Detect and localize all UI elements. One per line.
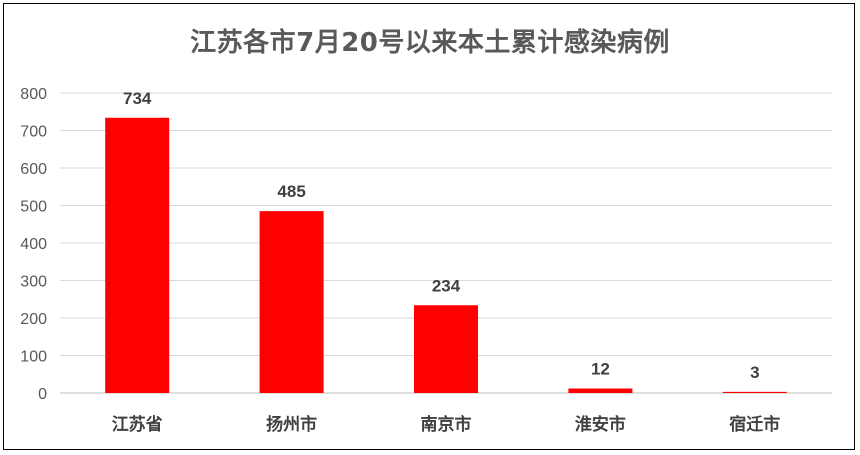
data-label: 234 <box>432 276 461 295</box>
category-label: 江苏省 <box>112 414 163 435</box>
data-label: 12 <box>591 360 610 379</box>
y-tick-label: 500 <box>20 199 47 216</box>
bar <box>259 211 324 393</box>
data-labels: 734 485 234 12 3 <box>123 89 760 382</box>
category-label: 南京市 <box>421 414 472 435</box>
data-label: 485 <box>277 182 305 201</box>
category-labels: 江苏省 扬州市 南京市 淮安市 宿迁市 <box>112 414 781 435</box>
data-label: 3 <box>750 363 759 382</box>
category-label: 宿迁市 <box>729 414 780 435</box>
y-tick-label: 200 <box>20 311 47 328</box>
bars <box>105 117 787 393</box>
bar <box>414 305 478 393</box>
bar <box>105 117 170 393</box>
category-label: 淮安市 <box>575 414 626 435</box>
y-tick-label: 800 <box>20 86 47 103</box>
chart-title: 江苏各市7月20号以来本土累计感染病例 <box>190 28 670 58</box>
y-axis-ticks: 0 100 200 300 400 500 600 700 800 <box>20 86 47 403</box>
y-tick-label: 400 <box>20 236 47 253</box>
y-tick-label: 100 <box>20 349 47 366</box>
y-tick-label: 0 <box>38 386 47 403</box>
y-tick-label: 300 <box>20 274 47 291</box>
category-label: 扬州市 <box>266 414 317 435</box>
data-label: 734 <box>123 89 152 108</box>
bar <box>568 388 633 393</box>
y-tick-label: 600 <box>20 161 47 178</box>
y-tick-label: 700 <box>20 124 47 141</box>
bar <box>722 391 787 393</box>
